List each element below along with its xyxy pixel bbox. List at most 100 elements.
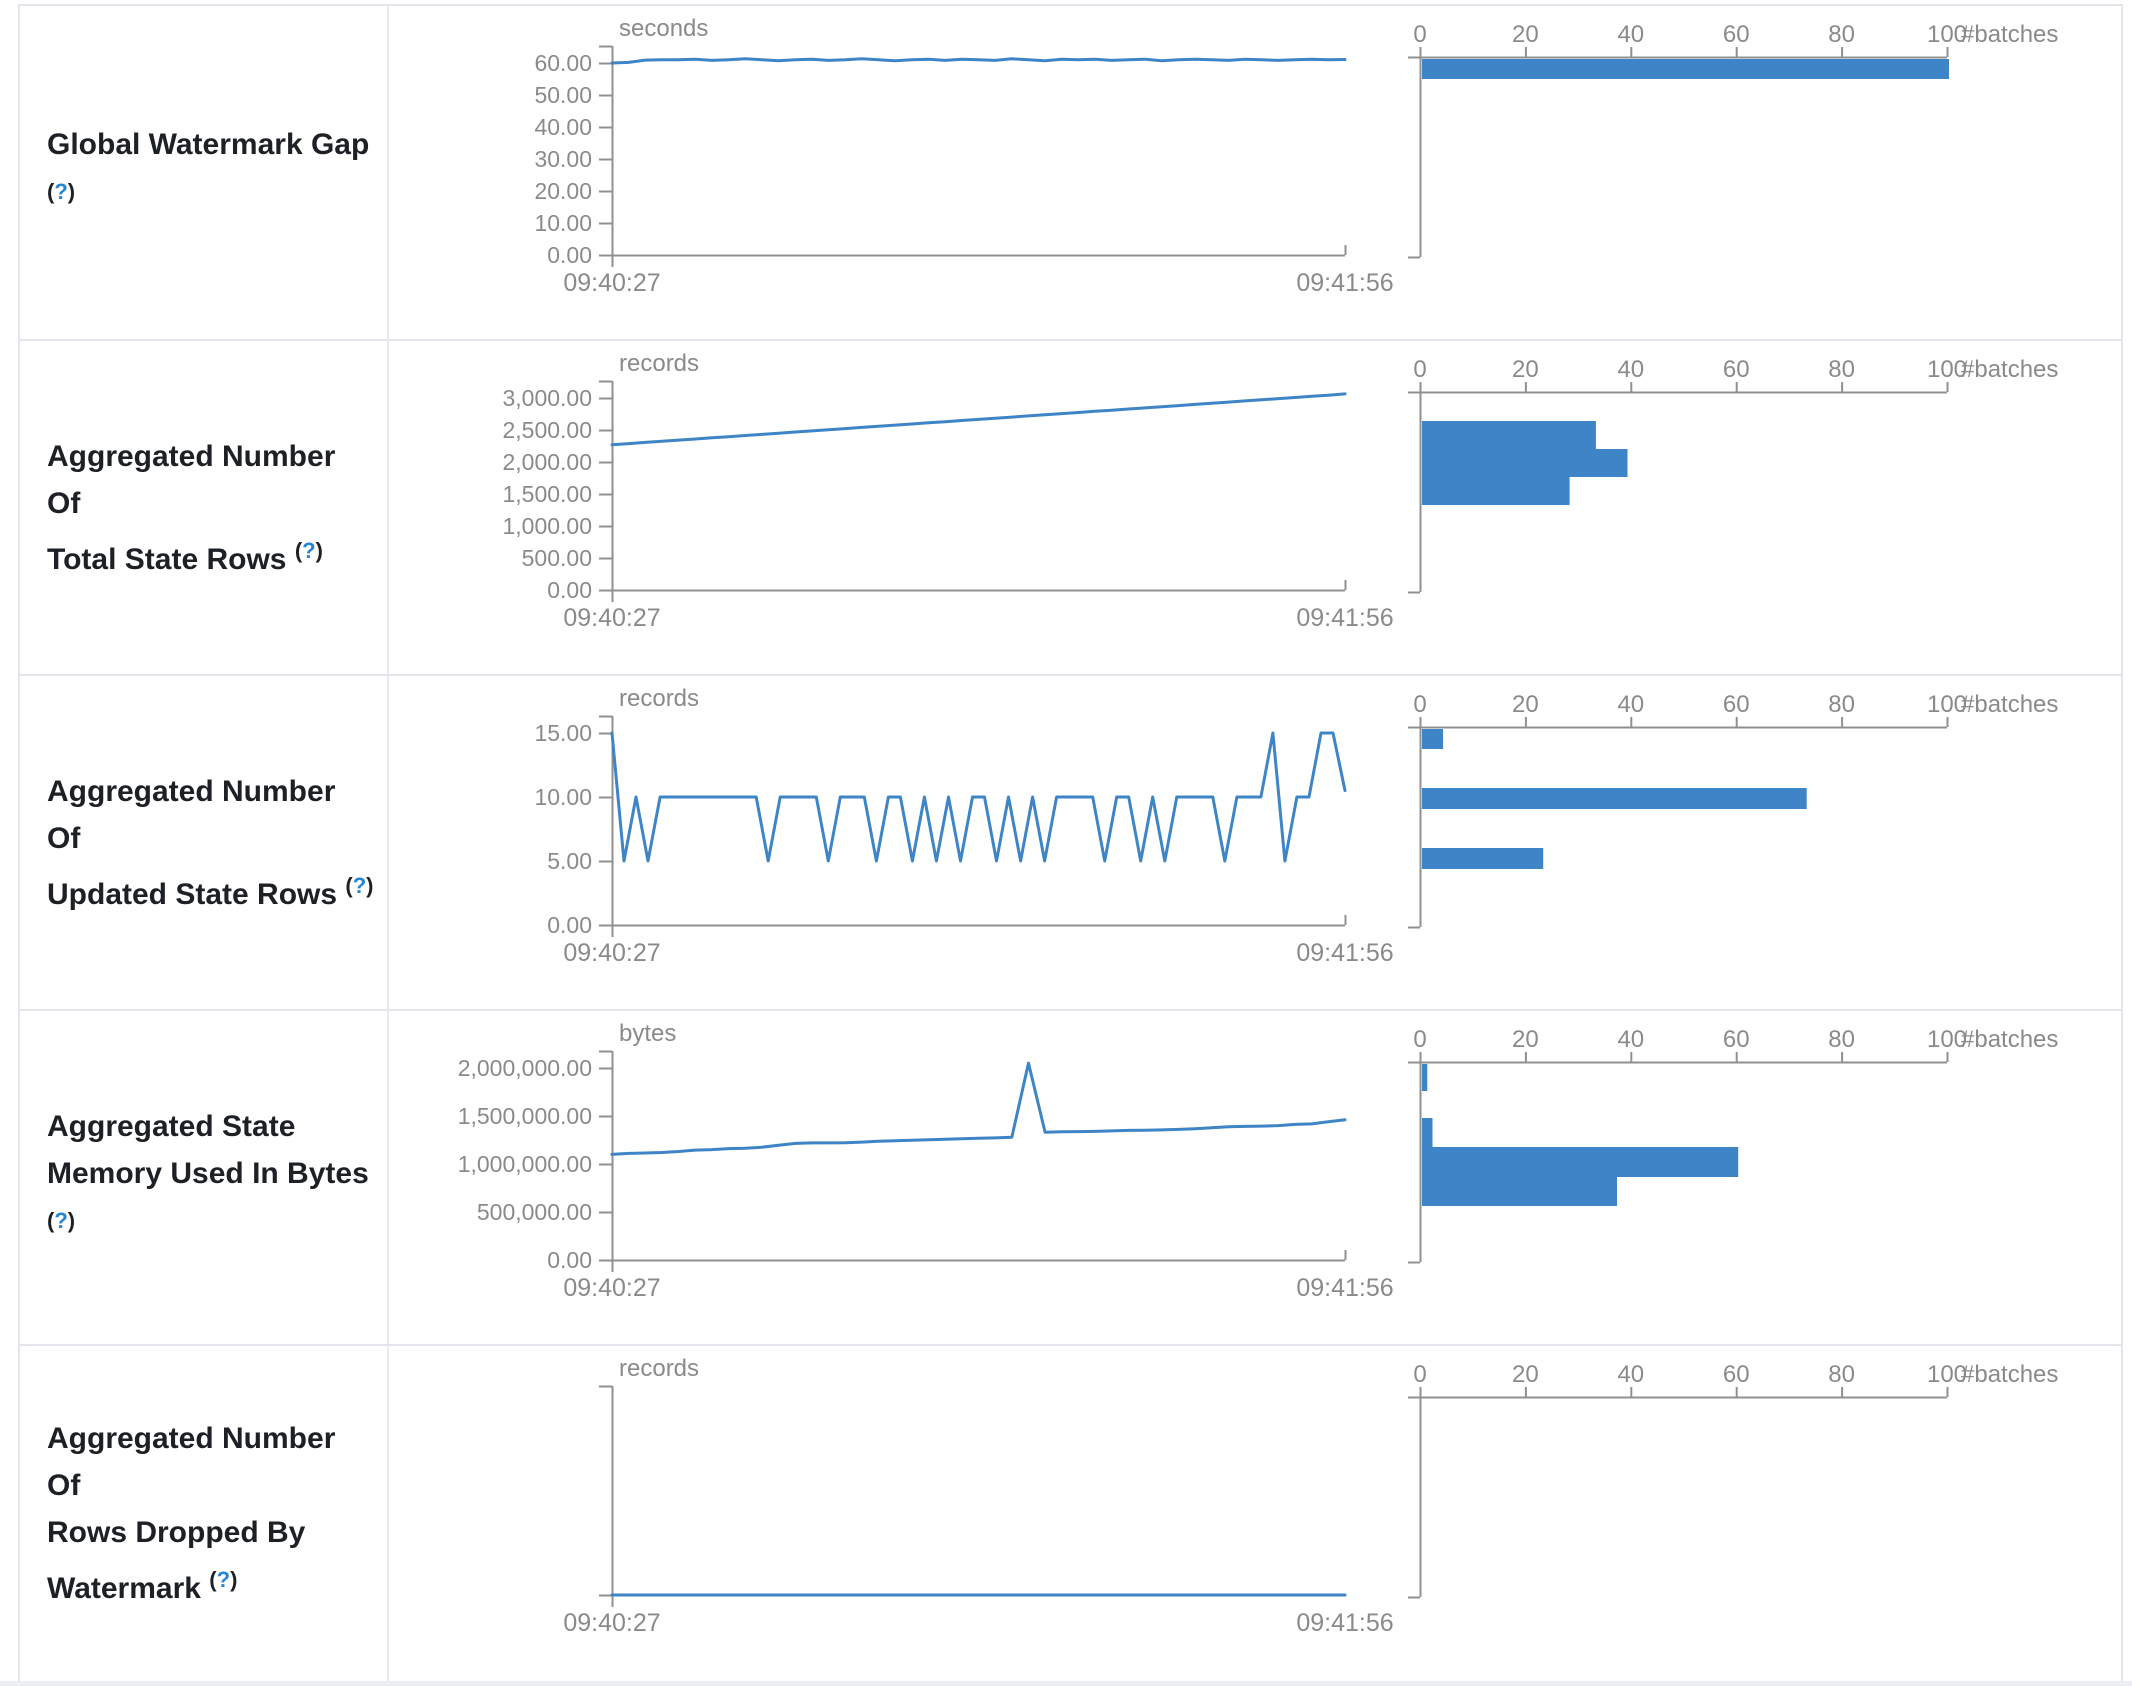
timeline-chart: records 0.00 5.00 10.00 15.00 09:40:27 09:41:5… [534, 685, 1393, 967]
help-link[interactable]: (?) [47, 1207, 76, 1233]
metric-row-1: Global Watermark Gap (?) seconds 0.00 10.00… [20, 6, 2121, 341]
help-question-icon[interactable]: ? [352, 872, 367, 898]
timeline-chart: records 09:40:27 09:41:56 [563, 1355, 1393, 1637]
metric-label-line: Aggregated Number Of [47, 768, 377, 862]
y-tick-label: 0.00 [547, 912, 592, 938]
histogram-tick-label: 80 [1828, 1361, 1855, 1388]
timeline-series-line [610, 57, 1347, 65]
histogram-bar [1422, 848, 1544, 869]
help-question-icon[interactable]: ? [54, 1207, 68, 1233]
help-question-icon[interactable]: ? [54, 179, 68, 204]
histogram-tick-label: 100 [1927, 691, 1967, 718]
metric-charts: bytes 0.00 500,000.00 1,000,000.00 1,500,000… [458, 1020, 2059, 1302]
histogram-chart: 0 20 40 60 80 100#batches [1408, 356, 2058, 594]
histogram-tick-label: 100 [1927, 356, 1967, 383]
metric-label: Global Watermark Gap (?) [47, 121, 369, 224]
y-tick-label: 10.00 [534, 784, 592, 810]
unit-label: records [619, 1355, 699, 1382]
histogram-tick-label: 20 [1512, 691, 1539, 718]
histogram-chart: 0 20 40 60 80 100#batches [1408, 1026, 2058, 1264]
y-tick-label: 10.00 [534, 210, 592, 236]
x-axis-end-label: 09:41:56 [1296, 269, 1393, 297]
histogram-bar [1422, 449, 1628, 477]
histogram-tick-label: 0 [1413, 691, 1426, 718]
metric-label-line: Rows Dropped By [47, 1509, 377, 1556]
help-question-icon[interactable]: ? [216, 1567, 231, 1592]
histogram-tick-label: 60 [1723, 691, 1750, 718]
y-tick-label: 500,000.00 [477, 1199, 592, 1225]
histogram-tick-label: 100 [1927, 21, 1967, 48]
x-axis-start-label: 09:40:27 [563, 939, 660, 967]
histogram-bar [1422, 729, 1444, 749]
x-axis-end-label: 09:41:56 [1296, 939, 1393, 967]
metric-label-text: Total State Rows [47, 542, 295, 576]
batches-axis-label: #batches [1961, 691, 2058, 718]
metric-label-cell: Aggregated State Memory Used In Bytes (?) [20, 1011, 389, 1344]
timeline-series-line [610, 392, 1347, 447]
batches-axis-label: #batches [1961, 1361, 2058, 1388]
metric-row-3: Aggregated Number Of Updated State Rows (… [20, 676, 2121, 1011]
metric-label: Aggregated Number Of Total State Rows (?) [47, 433, 377, 583]
unit-label: records [619, 350, 699, 377]
y-tick-label: 3,000.00 [502, 385, 592, 411]
page-background-strip [0, 1681, 2132, 1686]
metric-label-cell: Global Watermark Gap (?) [20, 6, 389, 339]
metric-label-line: Total State Rows (?) [47, 527, 377, 583]
histogram-chart: 0 20 40 60 80 100#batches [1408, 1361, 2058, 1599]
help-link[interactable]: (?) [47, 179, 76, 204]
metric-label-text: Watermark [47, 1572, 210, 1605]
histogram-tick-label: 100 [1927, 1361, 1967, 1388]
histogram-tick-label: 40 [1617, 1361, 1644, 1388]
y-tick-label: 0.00 [547, 242, 592, 268]
y-tick-label: 50.00 [534, 82, 592, 108]
metric-label: Aggregated Number Of Updated State Rows (… [47, 768, 377, 918]
histogram-tick-label: 0 [1413, 356, 1426, 383]
histogram-bar [1422, 1177, 1617, 1206]
x-axis-start-label: 09:40:27 [563, 1609, 660, 1637]
histogram-tick-label: 80 [1828, 691, 1855, 718]
metric-row-2: Aggregated Number Of Total State Rows (?)… [20, 341, 2121, 676]
metric-label-text: Rows Dropped By [47, 1516, 306, 1549]
histogram-bar [1422, 1118, 1433, 1147]
metric-label-cell: Aggregated Number Of Updated State Rows (… [20, 676, 389, 1009]
unit-label: records [619, 685, 699, 712]
y-tick-label: 1,000,000.00 [458, 1151, 592, 1177]
timeline-chart: bytes 0.00 500,000.00 1,000,000.00 1,500,000… [458, 1020, 1394, 1302]
y-tick-label: 2,000.00 [502, 449, 592, 475]
metric-label-line: Watermark (?) [47, 1556, 377, 1612]
metric-charts: records 0.00 500.00 1,000.00 1,500.00 2,000.0… [502, 350, 2058, 632]
histogram-tick-label: 60 [1723, 356, 1750, 383]
x-axis-end-label: 09:41:56 [1296, 1609, 1393, 1637]
metric-charts-cell: records 0.00 500.00 1,000.00 1,500.00 2,000.0… [389, 341, 2121, 674]
histogram-tick-label: 40 [1617, 691, 1644, 718]
x-axis-start-label: 09:40:27 [563, 604, 660, 632]
metric-label-cell: Aggregated Number Of Total State Rows (?) [20, 341, 389, 674]
help-link[interactable]: (?) [209, 1567, 238, 1592]
histogram-chart: 0 20 40 60 80 100#batches [1408, 691, 2058, 929]
metric-label-text: Aggregated Number Of [47, 1422, 336, 1502]
metric-label-line: Aggregated State [47, 1103, 369, 1150]
metric-label-line: Aggregated Number Of [47, 433, 377, 527]
metric-label-text: Aggregated Number Of [47, 439, 336, 520]
help-question-icon[interactable]: ? [302, 537, 316, 563]
histogram-tick-label: 0 [1413, 1361, 1426, 1388]
batches-axis-label: #batches [1961, 1026, 2058, 1053]
metric-charts-cell: seconds 0.00 10.00 20.00 30.00 40.00 50.00 60.0… [389, 6, 2121, 339]
metric-charts: records 09:40:27 09:41:56 0 20 40 60 80 100#batc… [563, 1355, 2058, 1637]
metric-label: Aggregated Number Of Rows Dropped By Water… [47, 1415, 377, 1612]
timeline-series-line [610, 1061, 1347, 1156]
metric-label-text: Memory Used In Bytes [47, 1156, 369, 1190]
timeline-chart: seconds 0.00 10.00 20.00 30.00 40.00 50.00 60.0… [534, 15, 1393, 297]
y-tick-label: 20.00 [534, 178, 592, 204]
y-tick-label: 2,000,000.00 [458, 1055, 592, 1081]
metric-charts-cell: bytes 0.00 500,000.00 1,000,000.00 1,500,000… [389, 1011, 2121, 1344]
y-tick-label: 5.00 [547, 848, 592, 874]
histogram-tick-label: 20 [1512, 21, 1539, 48]
y-tick-label: 1,000.00 [502, 513, 592, 539]
histogram-chart: 0 20 40 60 80 100#batches [1408, 21, 2058, 259]
help-link[interactable]: (?) [345, 872, 374, 898]
metric-charts: seconds 0.00 10.00 20.00 30.00 40.00 50.00 60.0… [534, 15, 2058, 297]
help-link[interactable]: (?) [294, 537, 323, 563]
metric-label-text: Global Watermark Gap [47, 128, 370, 161]
